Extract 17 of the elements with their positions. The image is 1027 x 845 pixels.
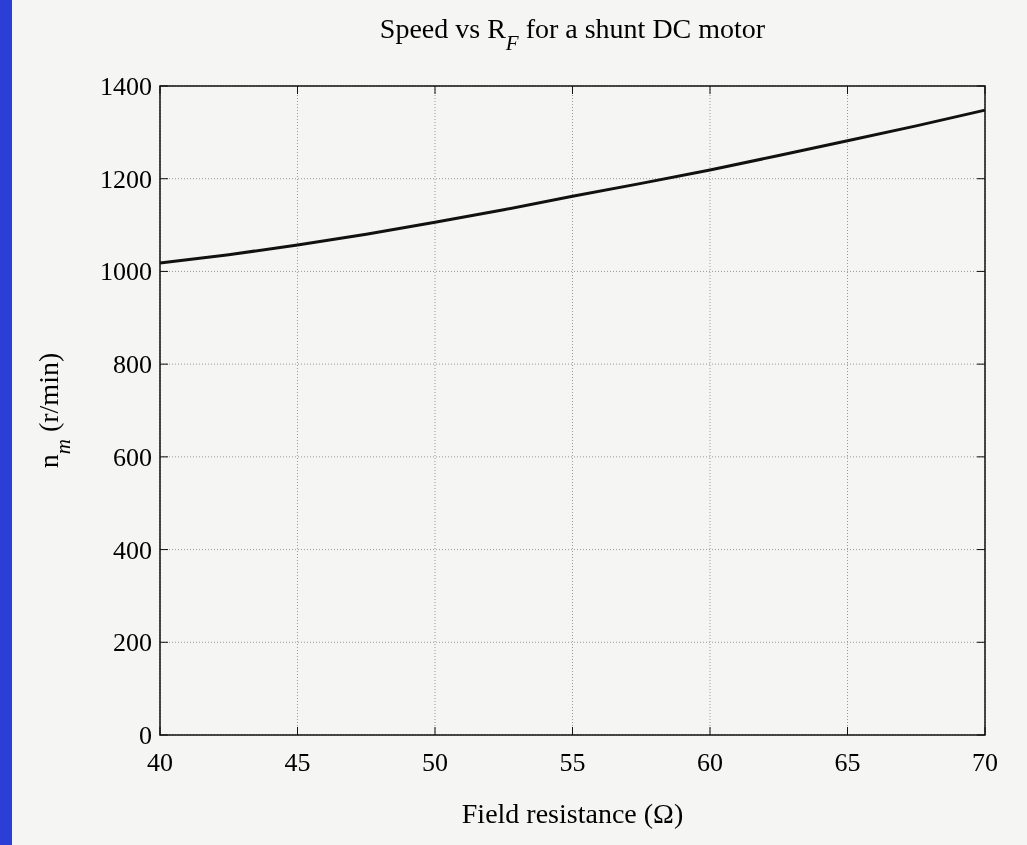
y-tick-label: 1000 <box>100 257 152 287</box>
y-tick-label: 1200 <box>100 164 152 194</box>
y-tick-label: 800 <box>113 350 152 380</box>
y-tick-label: 600 <box>113 442 152 472</box>
y-tick-label: 1400 <box>100 72 152 101</box>
x-tick-label: 65 <box>834 748 861 777</box>
x-tick-label: 50 <box>422 748 448 777</box>
y-tick-label: 0 <box>139 721 152 750</box>
chart-title: Speed vs R$_{F}$ for a shunt DC motor <box>379 13 766 55</box>
x-tick-label: 40 <box>147 748 173 777</box>
x-tick-label: 70 <box>972 748 998 777</box>
x-tick-label: 55 <box>559 748 586 777</box>
x-tick-label: 45 <box>284 748 311 777</box>
x-axis-title: Field resistance (Ω) <box>461 798 684 829</box>
x-tick-label: 60 <box>697 748 723 777</box>
y-tick-label: 200 <box>113 628 152 658</box>
y-tick-label: 400 <box>113 535 152 565</box>
